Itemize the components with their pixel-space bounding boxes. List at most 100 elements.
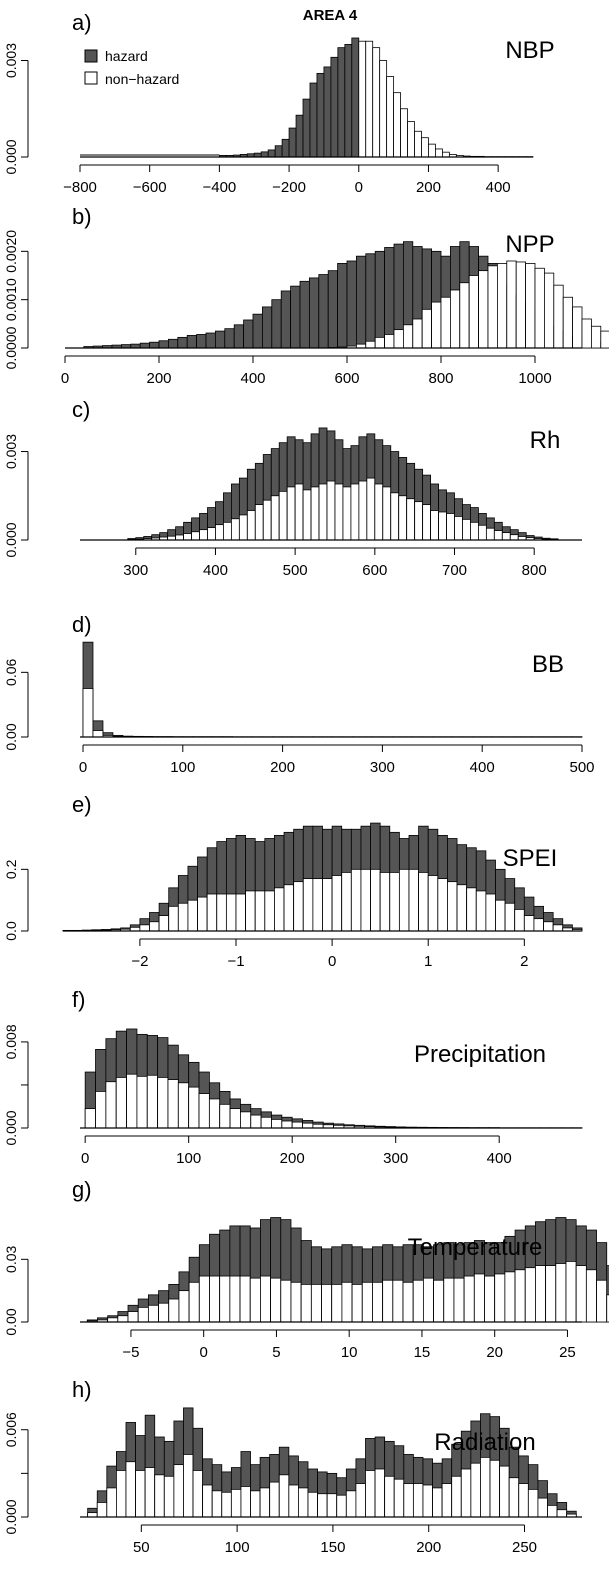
bar: [337, 47, 346, 158]
bar-nonhazard: [527, 1488, 539, 1518]
panel-title: Radiation: [434, 1429, 535, 1456]
y-tick-label: 0.003: [3, 43, 19, 78]
bar: [267, 149, 276, 158]
bar-nonhazard: [326, 1493, 338, 1518]
bar-hazard: [365, 253, 376, 349]
bar-nonhazard: [173, 1464, 184, 1518]
bar-nonhazard: [403, 1483, 414, 1518]
bar: [260, 151, 269, 158]
x-axis: 0 200 400 600 800 1000: [61, 355, 552, 387]
bar-nonhazard: [382, 1279, 394, 1323]
bar-nonhazard: [249, 1277, 261, 1323]
bar-nonhazard: [298, 1487, 309, 1518]
bar-nonhazard: [278, 490, 288, 541]
bar-hazard: [271, 299, 282, 349]
bar-nonhazard: [478, 524, 487, 541]
bar-nonhazard: [441, 1483, 453, 1518]
x-tick-label: 600: [362, 562, 387, 579]
y-tick-label: 0.0000: [3, 326, 19, 369]
bar-hazard: [205, 332, 216, 349]
bar-nonhazard: [460, 1468, 472, 1518]
bar-nonhazard: [274, 887, 285, 932]
bar-nonhazard: [341, 1281, 353, 1323]
y-axis: 0.000 0.008: [3, 1024, 29, 1146]
bar-nonhazard: [300, 1283, 312, 1323]
bar-nonhazard: [286, 486, 296, 541]
x-tick-label: 500: [569, 759, 594, 776]
bar-nonhazard: [223, 521, 232, 541]
y-tick-label: 0.03: [3, 1245, 19, 1272]
x-tick-label: 0: [328, 953, 336, 970]
bar-nonhazard: [485, 527, 495, 541]
bar-nonhazard: [270, 495, 280, 541]
bar-nonhazard: [524, 1267, 536, 1323]
bar-hazard: [243, 319, 254, 349]
bar-nonhazard: [322, 878, 333, 932]
bar-nonhazard: [135, 1470, 146, 1518]
bar-nonhazard: [178, 1290, 190, 1323]
bar-nonhazard: [115, 1077, 127, 1129]
bar-nonhazard: [518, 1483, 529, 1518]
bar-nonhazard: [463, 1275, 475, 1323]
bar-nonhazard: [259, 1487, 271, 1518]
bar: [316, 72, 325, 158]
panel-title: Temperature: [408, 1234, 543, 1261]
y-tick-label: 0.000: [3, 139, 19, 174]
bar-nonhazard: [342, 486, 352, 541]
bar-nonhazard: [219, 1103, 231, 1129]
bar-nonhazard: [606, 1294, 609, 1323]
bar: [386, 76, 395, 158]
bar-nonhazard: [537, 1497, 548, 1518]
bar-nonhazard: [365, 1470, 376, 1518]
bar-nonhazard: [392, 1279, 404, 1323]
bar-nonhazard: [374, 483, 384, 541]
bar-nonhazard: [499, 1465, 510, 1518]
bar-nonhazard: [288, 1484, 299, 1518]
x-tick-label: 2: [520, 953, 528, 970]
bar-nonhazard: [105, 1081, 117, 1129]
x-tick-label: 0: [355, 179, 363, 196]
bar-nonhazard: [177, 1082, 190, 1129]
x-tick-label: 15: [414, 1344, 431, 1361]
panel-2: 300 400 500 600 700 800 0.000 0.003 c) Rh: [3, 397, 582, 579]
bar-nonhazard: [555, 1263, 567, 1323]
bar-nonhazard: [408, 868, 420, 932]
bar-nonhazard: [384, 1475, 395, 1518]
bar-nonhazard: [219, 1275, 231, 1323]
y-axis: 0.000 0.003: [3, 434, 29, 558]
y-axis: 0.00 0.06: [3, 658, 29, 751]
y-axis: 0.0 0.2: [3, 859, 29, 941]
bar-nonhazard: [475, 890, 487, 932]
panel-1: 0 200 400 600 800 1000 0.0000 0.0010 0.0020 b) NPP: [3, 204, 609, 387]
bar-nonhazard: [209, 1275, 221, 1323]
bars: [82, 641, 583, 738]
y-tick-label: 0.0: [3, 921, 19, 941]
bar-hazard: [280, 290, 292, 349]
bar-nonhazard: [87, 1512, 98, 1518]
bar-nonhazard: [235, 893, 247, 932]
bar-hazard: [327, 270, 339, 349]
bars: [86, 1217, 609, 1323]
bar-nonhazard: [331, 875, 343, 932]
bar-nonhazard: [183, 533, 192, 541]
bar-nonhazard: [575, 1265, 587, 1323]
y-tick-label: 0.0010: [3, 278, 19, 321]
bar-nonhazard: [126, 1073, 138, 1129]
bar-nonhazard: [398, 868, 410, 932]
x-tick-label: 100: [170, 759, 195, 776]
bar-hazard: [290, 285, 301, 349]
bar-nonhazard: [239, 1275, 251, 1323]
bar-hazard: [233, 324, 244, 349]
bar-nonhazard: [504, 902, 516, 932]
bar-nonhazard: [310, 1283, 322, 1323]
bar: [302, 98, 311, 158]
bar-nonhazard: [523, 915, 535, 932]
bar-nonhazard: [230, 518, 240, 541]
bar-nonhazard: [562, 296, 574, 349]
bar-nonhazard: [318, 483, 328, 541]
bar-nonhazard: [360, 868, 371, 932]
bar-nonhazard: [341, 872, 352, 932]
bar-nonhazard: [168, 905, 179, 932]
panel-4: −2 −1 0 1 2 0.0 0.2 e) SPEI: [3, 792, 583, 970]
